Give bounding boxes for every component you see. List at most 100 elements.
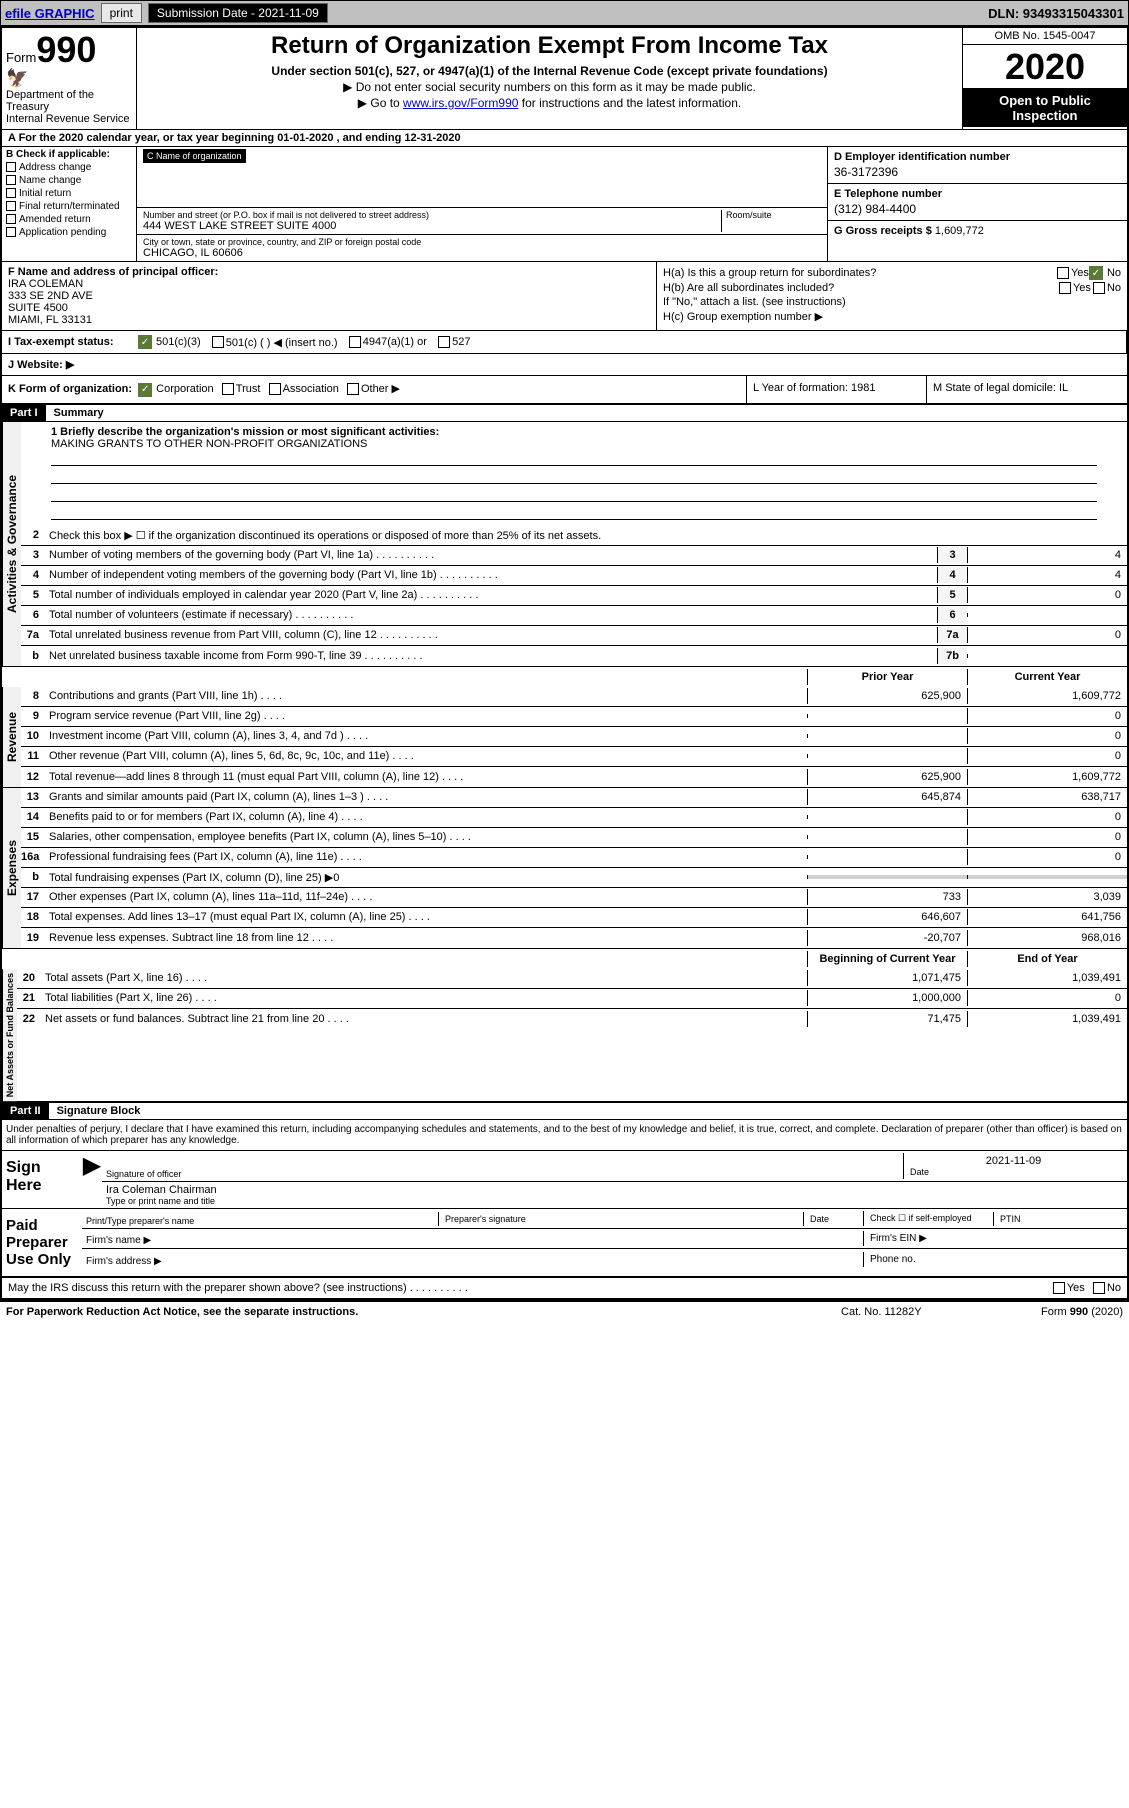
penalty-statement: Under penalties of perjury, I declare th… — [2, 1120, 1127, 1150]
part-i-badge: Part I — [2, 405, 46, 421]
table-row: 21Total liabilities (Part X, line 26)1,0… — [17, 989, 1127, 1009]
m-state-domicile: M State of legal domicile: IL — [927, 376, 1127, 403]
part-ii-badge: Part II — [2, 1103, 49, 1119]
open-public-badge: Open to Public Inspection — [963, 89, 1127, 127]
cat-no: Cat. No. 11282Y — [841, 1306, 1041, 1318]
ein-value: 36-3172396 — [834, 165, 1121, 179]
submission-date-badge: Submission Date - 2021-11-09 — [148, 3, 328, 23]
ha-no-checkbox[interactable]: ✓ — [1089, 266, 1103, 280]
part-ii-header: Part II Signature Block — [2, 1103, 1127, 1120]
table-row: 16aProfessional fundraising fees (Part I… — [21, 848, 1127, 868]
table-row: 11Other revenue (Part VIII, column (A), … — [21, 747, 1127, 767]
omb-number: OMB No. 1545-0047 — [963, 28, 1127, 45]
checkbox[interactable] — [6, 214, 16, 224]
table-row: 7aTotal unrelated business revenue from … — [21, 626, 1127, 646]
checkbox[interactable] — [6, 188, 16, 198]
prior-year-header: Prior Year — [807, 669, 967, 685]
prep-name-label: Print/Type preparer's name — [86, 1216, 438, 1226]
checkbox[interactable] — [6, 227, 16, 237]
row-j-website: J Website: ▶ — [2, 354, 1127, 376]
table-row: 14Benefits paid to or for members (Part … — [21, 808, 1127, 828]
type-name-label: Type or print name and title — [106, 1196, 1123, 1206]
k-corp-checkbox[interactable]: ✓ — [138, 383, 152, 397]
dln-label: DLN: 93493315043301 — [988, 6, 1124, 21]
527-checkbox[interactable] — [438, 336, 450, 348]
phone-value: (312) 984-4400 — [834, 202, 1121, 216]
part-i-header: Part I Summary — [2, 405, 1127, 422]
table-row: 3Number of voting members of the governi… — [21, 546, 1127, 566]
hb-yes-checkbox[interactable] — [1059, 282, 1071, 294]
form-subtitle: Under section 501(c), 527, or 4947(a)(1)… — [145, 64, 954, 78]
efile-link[interactable]: efile GRAPHIC — [5, 6, 95, 21]
arrow-icon: ▶ — [82, 1151, 102, 1208]
sign-here-label: Sign Here — [2, 1151, 82, 1208]
4947-checkbox[interactable] — [349, 336, 361, 348]
discuss-no-checkbox[interactable] — [1093, 1282, 1105, 1294]
k-trust-checkbox[interactable] — [222, 383, 234, 395]
page-footer: For Paperwork Reduction Act Notice, see … — [0, 1302, 1129, 1322]
form-container: Form990 🦅 Department of the Treasury Int… — [0, 26, 1129, 1302]
officer-name-title: Ira Coleman Chairman — [106, 1184, 1123, 1196]
checkbox[interactable] — [6, 175, 16, 185]
addr-value: 444 WEST LAKE STREET SUITE 4000 — [143, 220, 721, 232]
ptin-label: PTIN — [993, 1212, 1123, 1226]
paperwork-notice: For Paperwork Reduction Act Notice, see … — [6, 1306, 841, 1318]
officer-line: SUITE 4500 — [8, 302, 650, 314]
officer-label: F Name and address of principal officer: — [8, 266, 650, 278]
form-ref: Form 990 (2020) — [1041, 1306, 1123, 1318]
table-row: 4Number of independent voting members of… — [21, 566, 1127, 586]
phone-label: E Telephone number — [834, 188, 1121, 200]
col-f-officer: F Name and address of principal officer:… — [2, 262, 657, 330]
irs-link[interactable]: www.irs.gov/Form990 — [403, 96, 518, 110]
discuss-row: May the IRS discuss this return with the… — [2, 1277, 1127, 1300]
col-b-checkboxes: B Check if applicable: Address changeNam… — [2, 147, 137, 261]
table-row: 22Net assets or fund balances. Subtract … — [17, 1009, 1127, 1029]
table-row: 9Program service revenue (Part VIII, lin… — [21, 707, 1127, 727]
hb-no-checkbox[interactable] — [1093, 282, 1105, 294]
prep-date-label: Date — [803, 1212, 863, 1226]
mission-label: 1 Briefly describe the organization's mi… — [51, 426, 1097, 438]
row-a-tax-year: A For the 2020 calendar year, or tax yea… — [2, 130, 1127, 147]
prep-sig-label: Preparer's signature — [438, 1212, 803, 1226]
section-expenses: Expenses 13Grants and similar amounts pa… — [2, 788, 1127, 949]
sig-date-label: Date — [910, 1167, 1117, 1177]
l-year-formation: L Year of formation: 1981 — [747, 376, 927, 403]
table-row: 15Salaries, other compensation, employee… — [21, 828, 1127, 848]
dept-label: Department of the Treasury Internal Reve… — [6, 89, 132, 125]
discuss-yes-checkbox[interactable] — [1053, 1282, 1065, 1294]
note-link: ▶ Go to www.irs.gov/Form990 for instruct… — [145, 96, 954, 110]
col-c-org-info: C Name of organization MC DERMOTT WILL A… — [137, 147, 827, 261]
officer-line: MIAMI, FL 33131 — [8, 314, 650, 326]
officer-line: IRA COLEMAN — [8, 278, 650, 290]
ha-yes-checkbox[interactable] — [1057, 267, 1069, 279]
checkbox[interactable] — [6, 162, 16, 172]
table-row: 20Total assets (Part X, line 16)1,071,47… — [17, 969, 1127, 989]
checkbox-line: Final return/terminated — [6, 201, 132, 212]
checkbox-line: Application pending — [6, 227, 132, 238]
checkbox[interactable] — [6, 201, 16, 211]
checkbox-line: Address change — [6, 162, 132, 173]
website-label: J Website: ▶ — [8, 358, 74, 371]
form-label: Form — [6, 50, 36, 65]
k-label: K Form of organization: — [8, 383, 132, 395]
sig-officer-label: Signature of officer — [106, 1169, 903, 1179]
section-governance: Activities & Governance 1 Briefly descri… — [2, 422, 1127, 667]
firm-ein-label: Firm's EIN ▶ — [863, 1231, 1123, 1246]
firm-phone-label: Phone no. — [863, 1252, 1123, 1267]
mission-text: MAKING GRANTS TO OTHER NON-PROFIT ORGANI… — [51, 438, 1097, 450]
print-button[interactable]: print — [101, 3, 142, 23]
501c-checkbox[interactable] — [212, 336, 224, 348]
section-net-header: . Beginning of Current Year End of Year — [2, 949, 1127, 969]
begin-year-header: Beginning of Current Year — [807, 951, 967, 967]
table-row: 8Contributions and grants (Part VIII, li… — [21, 687, 1127, 707]
table-row: bNet unrelated business taxable income f… — [21, 646, 1127, 666]
city-label: City or town, state or province, country… — [143, 237, 821, 247]
paid-preparer-block: Paid Preparer Use Only Print/Type prepar… — [2, 1209, 1127, 1277]
k-other-checkbox[interactable] — [347, 383, 359, 395]
table-row: 6Total number of volunteers (estimate if… — [21, 606, 1127, 626]
501c3-checkbox[interactable]: ✓ — [138, 335, 152, 349]
city-value: CHICAGO, IL 60606 — [143, 247, 821, 259]
table-row: 13Grants and similar amounts paid (Part … — [21, 788, 1127, 808]
k-assoc-checkbox[interactable] — [269, 383, 281, 395]
hb-note: If "No," attach a list. (see instruction… — [663, 296, 1121, 308]
